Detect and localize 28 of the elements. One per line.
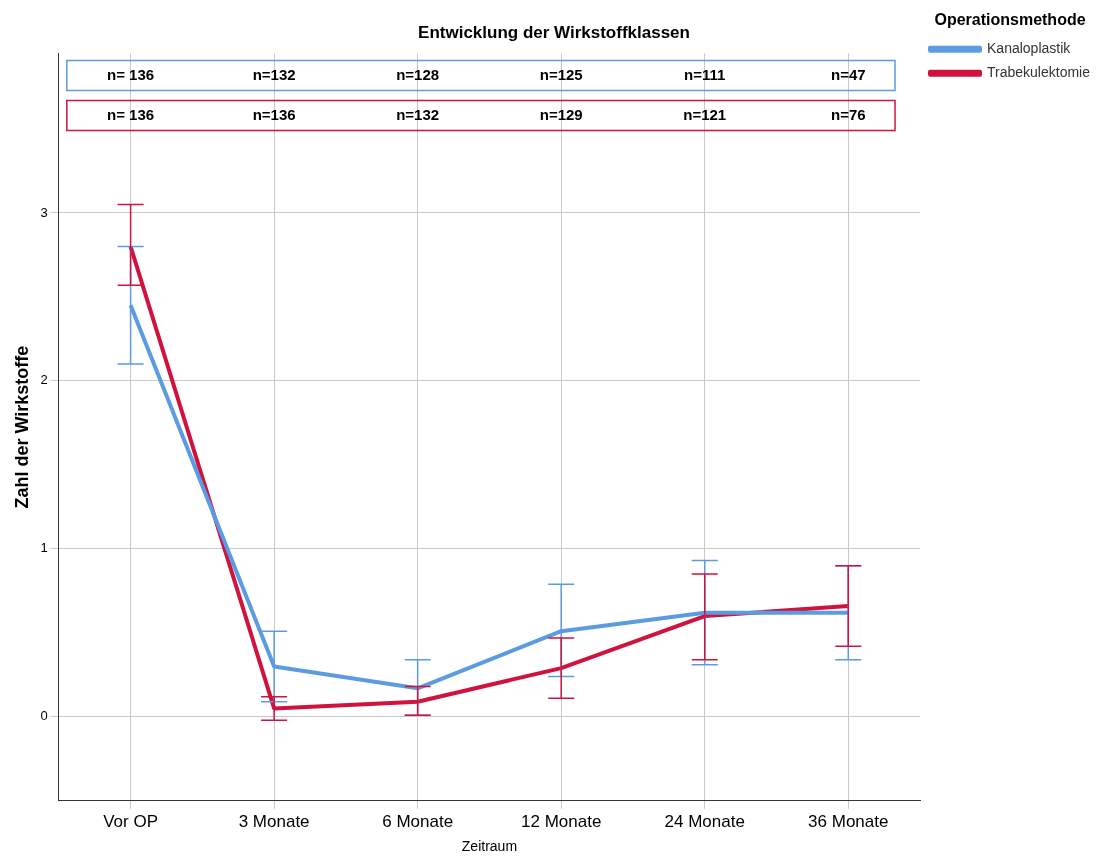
y-tick-label: 1 xyxy=(40,540,48,556)
annotation: n=76 xyxy=(830,105,866,123)
x-tick-label: 36 Monate xyxy=(808,811,889,831)
annotation: n=132 xyxy=(396,105,440,123)
legend-label: Trabekulektomie xyxy=(987,64,1091,81)
x-tick-label: 3 Monate xyxy=(238,811,310,831)
annotation: n=132 xyxy=(252,65,296,83)
legend-title: Operationsmethode xyxy=(934,11,1086,29)
annotation: n=129 xyxy=(539,105,583,123)
x-tick-label: 24 Monate xyxy=(664,811,745,831)
annotation: n= 136 xyxy=(107,65,155,83)
y-tick-label: 3 xyxy=(40,204,48,220)
y-tick-label: 0 xyxy=(40,708,48,724)
y-tick-label: 2 xyxy=(40,372,48,388)
annotation: n=128 xyxy=(396,65,440,83)
chart-title: Entwicklung der Wirkstoffklassen xyxy=(418,22,690,42)
x-axis-title: Zeitraum xyxy=(461,838,518,855)
annotation: n= 136 xyxy=(107,105,155,123)
legend-label: Kanaloplastik xyxy=(987,40,1072,57)
annotation: n=47 xyxy=(830,65,866,83)
annotation: n=136 xyxy=(252,105,296,123)
annotation: n=125 xyxy=(539,65,583,83)
annotation: n=111 xyxy=(684,65,726,83)
x-tick-label: 12 Monate xyxy=(521,811,602,831)
annotation: n=121 xyxy=(683,105,727,123)
x-tick-label: Vor OP xyxy=(103,811,158,831)
x-tick-label: 6 Monate xyxy=(382,811,454,831)
y-axis-title: Zahl der Wirkstoffe xyxy=(11,345,32,509)
